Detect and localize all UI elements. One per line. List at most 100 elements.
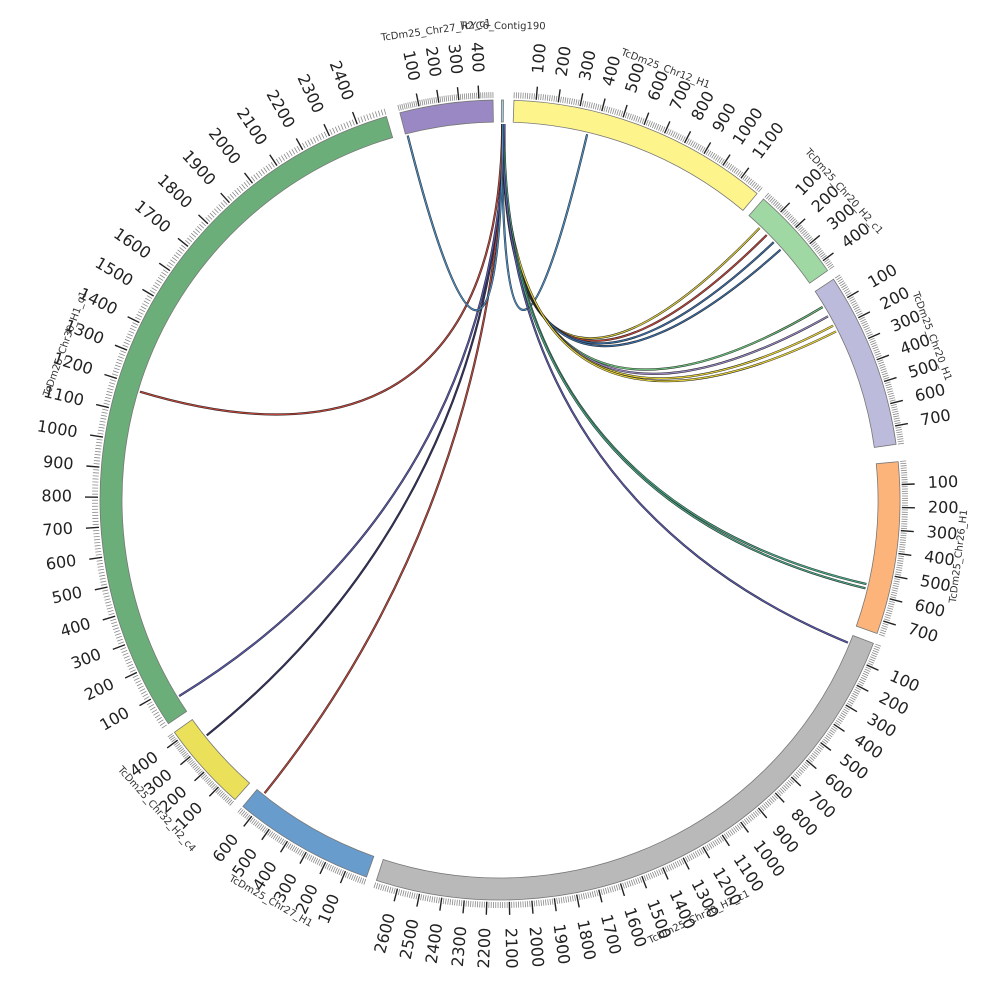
minor-tick <box>735 169 740 175</box>
minor-tick <box>148 704 155 708</box>
minor-tick <box>629 113 632 120</box>
minor-tick <box>287 843 292 849</box>
minor-tick <box>239 809 244 815</box>
minor-tick <box>422 894 425 901</box>
minor-tick <box>218 790 224 796</box>
minor-tick <box>564 97 567 104</box>
minor-tick <box>285 842 290 848</box>
minor-tick <box>798 226 804 232</box>
minor-tick <box>882 622 889 626</box>
minor-tick <box>720 158 725 165</box>
minor-tick <box>670 863 674 870</box>
major-tick <box>820 741 832 751</box>
minor-tick <box>140 305 147 310</box>
major-tick <box>702 846 711 859</box>
minor-tick <box>195 767 201 772</box>
minor-tick <box>463 93 466 100</box>
minor-tick <box>869 339 876 344</box>
chromosome-label-tcdm25-chr27-h2-c1: TcDm25_Chr27_H2_c1 <box>379 18 491 44</box>
minor-tick <box>429 895 431 902</box>
minor-tick <box>633 879 636 886</box>
minor-tick <box>260 825 265 831</box>
major-tick <box>439 897 443 911</box>
minor-tick <box>801 229 807 235</box>
minor-tick <box>890 593 897 597</box>
minor-tick <box>814 749 820 754</box>
minor-tick <box>268 163 273 170</box>
minor-tick <box>234 189 239 195</box>
minor-tick <box>868 337 875 341</box>
minor-tick <box>120 350 127 354</box>
tick-label: 2300 <box>293 71 327 116</box>
minor-tick <box>770 198 776 204</box>
minor-tick <box>562 96 564 103</box>
chromosome-label-tcdm25-chr30-h1-c1: TcDm25_Chr30_H1_c1 <box>41 290 89 399</box>
minor-tick <box>240 810 246 816</box>
minor-tick <box>415 100 418 107</box>
minor-tick <box>427 98 430 105</box>
minor-tick <box>816 248 822 253</box>
minor-tick <box>792 775 798 780</box>
minor-tick <box>163 269 169 274</box>
major-tick <box>279 840 289 853</box>
minor-tick <box>639 117 643 124</box>
minor-tick <box>241 183 246 190</box>
minor-tick <box>694 851 699 857</box>
minor-tick <box>409 102 412 109</box>
minor-tick <box>122 652 129 656</box>
major-tick <box>774 792 785 803</box>
link-outline <box>263 124 505 794</box>
tick-label: 400 <box>467 42 488 74</box>
minor-tick <box>769 197 774 203</box>
minor-tick <box>221 793 227 799</box>
minor-tick <box>158 719 164 724</box>
minor-tick <box>571 895 574 902</box>
minor-tick <box>558 897 561 904</box>
minor-tick <box>94 457 101 459</box>
minor-tick <box>567 896 570 903</box>
minor-tick <box>887 392 894 396</box>
minor-tick <box>272 833 277 840</box>
minor-tick <box>701 147 706 153</box>
minor-tick <box>586 101 589 108</box>
minor-tick <box>438 897 440 904</box>
tick-label: 100 <box>528 42 550 74</box>
tick-label: 100 <box>927 472 958 492</box>
minor-tick <box>889 397 896 400</box>
minor-tick <box>803 232 809 238</box>
minor-tick <box>383 108 387 115</box>
minor-tick <box>711 152 716 159</box>
minor-tick <box>747 178 753 184</box>
minor-tick <box>321 132 325 139</box>
minor-tick <box>573 98 576 105</box>
minor-tick <box>731 828 736 834</box>
minor-tick <box>431 97 434 104</box>
minor-tick <box>536 900 538 907</box>
minor-tick <box>587 892 590 899</box>
minor-tick <box>651 122 655 129</box>
minor-tick <box>874 350 881 354</box>
minor-tick <box>764 801 770 807</box>
minor-tick <box>267 830 272 836</box>
minor-tick <box>864 327 870 331</box>
minor-tick <box>716 838 721 844</box>
major-tick <box>158 262 171 272</box>
minor-tick <box>209 212 215 218</box>
minor-tick <box>886 609 893 613</box>
minor-tick <box>270 832 275 839</box>
minor-tick <box>359 877 363 884</box>
major-tick <box>898 552 912 556</box>
tick-label: 2400 <box>422 922 447 965</box>
minor-tick <box>841 284 847 289</box>
minor-tick <box>115 361 122 365</box>
major-tick <box>663 121 671 134</box>
minor-tick <box>139 688 146 692</box>
major-tick <box>436 89 440 103</box>
link-outline <box>501 124 829 375</box>
minor-tick <box>104 399 111 403</box>
minor-tick <box>571 98 573 105</box>
minor-tick <box>195 228 201 233</box>
minor-tick <box>880 629 887 633</box>
minor-tick <box>136 682 143 687</box>
minor-tick <box>656 124 660 130</box>
